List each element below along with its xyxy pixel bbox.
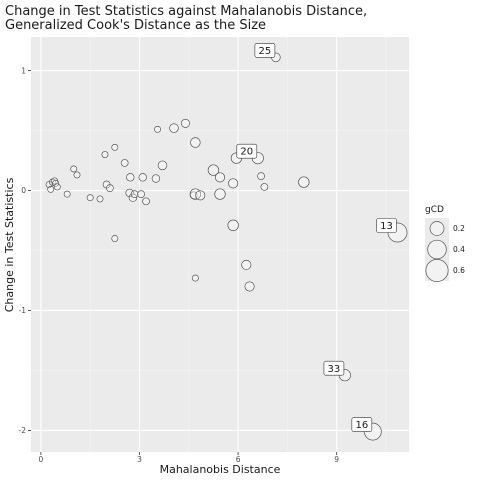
- x-axis: 0 3 6 9: [38, 452, 339, 464]
- y-tick-label: -1: [19, 306, 27, 315]
- legend-key-bg: [425, 260, 449, 281]
- legend-key-bg: [425, 218, 449, 239]
- data-point: [120, 159, 129, 167]
- data-point: [244, 281, 255, 292]
- data-point: [130, 190, 139, 198]
- point-label-box: [351, 417, 373, 432]
- point-label-box: [376, 218, 397, 233]
- data-point: [260, 183, 269, 191]
- chart-title: Change in Test Statistics against Mahala…: [5, 4, 367, 19]
- data-point: [137, 190, 145, 198]
- x-tick-label: 6: [236, 455, 241, 464]
- data-point: [241, 259, 252, 270]
- data-point: [125, 188, 134, 198]
- data-point: [191, 274, 199, 282]
- data-point: [298, 176, 310, 188]
- x-axis-title: Mahalanobis Distance: [160, 463, 281, 476]
- data-point: [214, 172, 226, 183]
- x-tick-label: 3: [137, 455, 142, 464]
- data-point: [106, 184, 114, 192]
- data-point: [47, 185, 55, 193]
- point-label: 25: [259, 46, 272, 57]
- plot-area: 25 20 13 33 16: [31, 37, 409, 452]
- point-label-box: [323, 360, 345, 376]
- point-label-box: [236, 143, 258, 159]
- legend-key-circle: [427, 239, 447, 260]
- legend: gCD 0.2 0.4 0.6: [425, 205, 465, 282]
- data-point: [195, 190, 206, 201]
- point-label: 33: [328, 364, 341, 375]
- major-grid: [31, 37, 409, 452]
- data-point: [70, 165, 78, 173]
- data-point: [180, 118, 190, 128]
- y-tick-label: 0: [21, 186, 26, 195]
- data-point: [53, 183, 61, 191]
- data-point: [190, 137, 201, 148]
- data-point: [257, 172, 265, 180]
- minor-grid: [31, 37, 409, 452]
- data-point: [228, 178, 239, 189]
- data-point: [111, 235, 119, 242]
- x-tick-label: 9: [334, 455, 339, 464]
- data-point: [63, 190, 71, 198]
- data-points: [45, 52, 408, 441]
- data-point: [154, 125, 161, 133]
- data-point: [207, 164, 220, 176]
- point-label: 16: [355, 420, 368, 431]
- chart-subtitle: Generalized Cook's Distance as the Size: [5, 18, 266, 33]
- legend-label: 0.4: [453, 245, 465, 254]
- point-label: 13: [380, 221, 393, 232]
- data-point: [157, 160, 168, 171]
- legend-key-circle: [425, 259, 449, 282]
- data-point: [128, 193, 138, 202]
- data-point: [111, 143, 119, 151]
- data-point: [101, 151, 109, 158]
- y-axis-title: Change in Test Statistics: [3, 177, 16, 312]
- data-point: [142, 197, 150, 206]
- legend-key-circle: [429, 221, 445, 236]
- point-label: 20: [240, 147, 253, 158]
- legend-label: 0.6: [453, 266, 465, 275]
- y-axis: 1 0 -1 -2: [19, 66, 31, 435]
- legend-title: gCD: [425, 205, 444, 215]
- point-labels: 25 20 13 33 16: [236, 43, 397, 432]
- point-label-box: [254, 43, 276, 58]
- data-point: [138, 173, 147, 182]
- data-point: [126, 173, 135, 182]
- y-tick-label: 1: [21, 66, 26, 75]
- data-point: [151, 174, 161, 183]
- legend-key-bg: [425, 239, 449, 260]
- data-point: [52, 179, 60, 187]
- data-point: [214, 188, 226, 200]
- data-point: [86, 194, 94, 202]
- data-point: [169, 123, 179, 133]
- data-point: [73, 171, 81, 179]
- x-tick-label: 0: [38, 455, 43, 464]
- legend-label: 0.2: [453, 224, 465, 233]
- y-tick-label: -2: [19, 426, 27, 435]
- plot-background: [31, 37, 409, 452]
- data-point: [96, 195, 104, 203]
- data-point: [227, 219, 239, 231]
